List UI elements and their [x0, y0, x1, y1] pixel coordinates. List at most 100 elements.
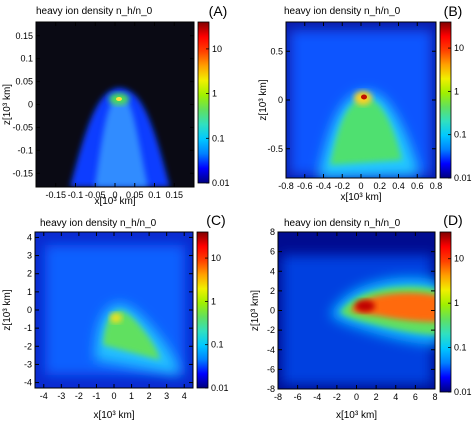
panel-a-ytick-label: 0 [28, 100, 33, 110]
panel-a-ytick-label: -0.05 [12, 122, 33, 132]
panel-a-heatmap [36, 22, 194, 187]
panel-d-wake-inner [350, 292, 435, 322]
panel-d-colorbar-label: 0.01 [454, 387, 472, 397]
panel-c-axes: -4 -3 -2 -1 0 1 2 3 4 4 3 2 1 0 -1 -2 -3 -4 x[10³ km] z[10³… [2, 232, 193, 421]
panel-a-peak [116, 97, 122, 101]
panel-a-colorbar-label: 0.01 [212, 178, 230, 188]
panel-a-xtick-label: 0 [112, 190, 117, 200]
panel-c-ytick-label: 2 [27, 269, 32, 279]
panel-b-xtick-label: 0.8 [430, 181, 443, 191]
panel-d-ytick-label: -6 [267, 364, 275, 374]
panel-c-title: heavy ion density n_h/n_0 [40, 218, 157, 229]
panel-c-xtick-label: -3 [57, 391, 65, 401]
panel-a-axes: -0.15 -0.1 -0.05 0 0.05 0.1 0.150.150.10.050-0… [2, 22, 194, 207]
panel-a: heavy ion density n_h/n_0 (A) -0.15 -0.1-… [2, 3, 230, 207]
panel-d-heatmap [278, 232, 435, 389]
panel-d-xtick-label: -6 [294, 392, 302, 402]
panel-b-colorbar-label: 0.1 [454, 130, 467, 140]
panel-d-ytick-label: -2 [267, 325, 275, 335]
panel-a-ylabel: z[10³ km] [2, 84, 13, 125]
panel-d-xtick-label: -8 [274, 392, 282, 402]
panel-c-colorbar-label: 0.01 [211, 383, 229, 393]
panel-b-ytick-label: 0 [278, 95, 283, 105]
panel-a-colorbar-label: 1 [212, 89, 217, 99]
panel-c-ytick-label: 3 [27, 251, 32, 261]
panel-d-ytick-label: 2 [270, 286, 275, 296]
panel-d-colorbar: 10 1 0.1 0.01 [439, 231, 472, 397]
panel-b-xtick-label: -0.6 [297, 181, 313, 191]
panel-d-xlabel: x[10³ km] [336, 410, 377, 421]
panel-b-xlabel: x[10³ km] [340, 192, 381, 203]
panel-d-ytick-label: 6 [270, 247, 275, 257]
panel-a-xtick-label: -0.05 [85, 190, 106, 200]
panel-a-ytick-label: -0.1 [17, 145, 33, 155]
panel-c: heavy ion density n_h/n_0 (C) -4 -3 -2 -1 0 1… [2, 212, 229, 421]
panel-b-colorbar-label: 0.01 [454, 173, 472, 183]
panel-b-ylabel: z[10³ km] [258, 79, 269, 120]
panel-c-ytick-label: 0 [27, 305, 32, 315]
panel-d-letter: (D) [443, 212, 462, 228]
panel-d-ytick-label: 8 [270, 227, 275, 237]
panel-d-xtick-label: 2 [374, 392, 379, 402]
panel-c-ytick-label: 4 [27, 232, 32, 242]
panel-c-xtick-label: 0 [111, 391, 116, 401]
panel-a-plume-inner [95, 97, 148, 187]
panel-b-colorbar-label: 1 [454, 86, 459, 96]
panel-d-xtick-label: -2 [333, 392, 341, 402]
panel-c-colorbar: 10 1 0.1 0.01 [196, 231, 229, 393]
panel-b-colorbar: 10 1 0.1 0.01 [439, 21, 472, 183]
panel-a-xtick-label: 0.1 [148, 190, 161, 200]
panel-c-letter: (C) [206, 212, 225, 228]
panel-b-ytick-label: 0.5 [270, 46, 283, 56]
panel-d-ytick-label: -8 [267, 384, 275, 394]
panel-d-core [355, 300, 375, 312]
panel-c-ytick-label: 1 [27, 287, 32, 297]
panel-a-ytick-label: 0.15 [15, 31, 33, 41]
panel-a-xlabel: x[10³ km] [94, 196, 135, 207]
panel-d-xtick-label: -4 [313, 392, 321, 402]
panel-b: heavy ion density n_h/n_0 (B) -0.8 -0.6 -0… [258, 3, 472, 203]
panel-c-xtick-label: -2 [75, 391, 83, 401]
panel-c-ytick-label: -1 [24, 323, 32, 333]
panel-a-colorbar-label: 10 [212, 44, 222, 54]
panel-d-xtick-label: 8 [432, 392, 437, 402]
panel-d-colorbar-label: 1 [454, 298, 459, 308]
panel-b-xtick-label: -0.2 [334, 181, 350, 191]
panel-b-xtick-label: 0.6 [411, 181, 424, 191]
panel-a-xtick-label: 0.15 [165, 190, 183, 200]
panel-d-ytick-label: 4 [270, 266, 275, 276]
panel-b-plume-inner [330, 98, 402, 165]
panel-a-colorbar: 10 1 0.1 0.01 [197, 21, 230, 188]
panel-b-colorbar-scale [439, 21, 452, 179]
panel-c-xtick-label: -1 [92, 391, 100, 401]
panel-d-colorbar-label: 0.1 [454, 343, 467, 353]
panel-d: heavy ion density n_h/n_0 (D) -8 -6 -4 -2 0 2… [250, 212, 472, 421]
panel-c-xtick-label: 3 [164, 391, 169, 401]
panel-c-plume-inner [103, 310, 160, 360]
panel-a-ytick-label: 0.1 [20, 54, 33, 64]
panel-a-colorbar-label: 0.1 [212, 133, 225, 143]
panel-c-colorbar-scale [196, 231, 209, 389]
panel-d-ytick-label: -4 [267, 345, 275, 355]
panel-d-ylabel: z[10³ km] [250, 290, 261, 331]
panel-c-xlabel: x[10³ km] [93, 410, 134, 421]
panel-c-xtick-label: 4 [182, 391, 187, 401]
panel-b-ytick-label: -0.5 [267, 144, 283, 154]
panel-b-colorbar-label: 10 [454, 43, 464, 53]
panel-c-colorbar-label: 0.1 [211, 340, 224, 350]
panel-b-xtick-label: -0.8 [278, 181, 294, 191]
panel-c-xtick-label: 1 [129, 391, 134, 401]
panel-d-xtick-label: 6 [413, 392, 418, 402]
panel-c-colorbar-label: 1 [211, 296, 216, 306]
panel-b-peak [361, 94, 367, 100]
panel-c-ytick-label: -4 [24, 378, 32, 388]
panel-a-xtick-label: 0.05 [126, 190, 144, 200]
panel-b-xtick-label: -0.4 [316, 181, 332, 191]
panel-c-ytick-label: -3 [24, 359, 32, 369]
panel-c-xtick-label: -4 [40, 391, 48, 401]
panel-d-axes: -8 -6 -4 -2 0 2 4 6 8 8 6 4 2 0 -2 -4 -6 -8 x[10³ km] z[10³… [250, 227, 438, 421]
panel-a-xtick-label: -0.1 [68, 190, 84, 200]
panel-b-title: heavy ion density n_h/n_0 [284, 6, 401, 17]
panel-c-heatmap [35, 232, 193, 388]
